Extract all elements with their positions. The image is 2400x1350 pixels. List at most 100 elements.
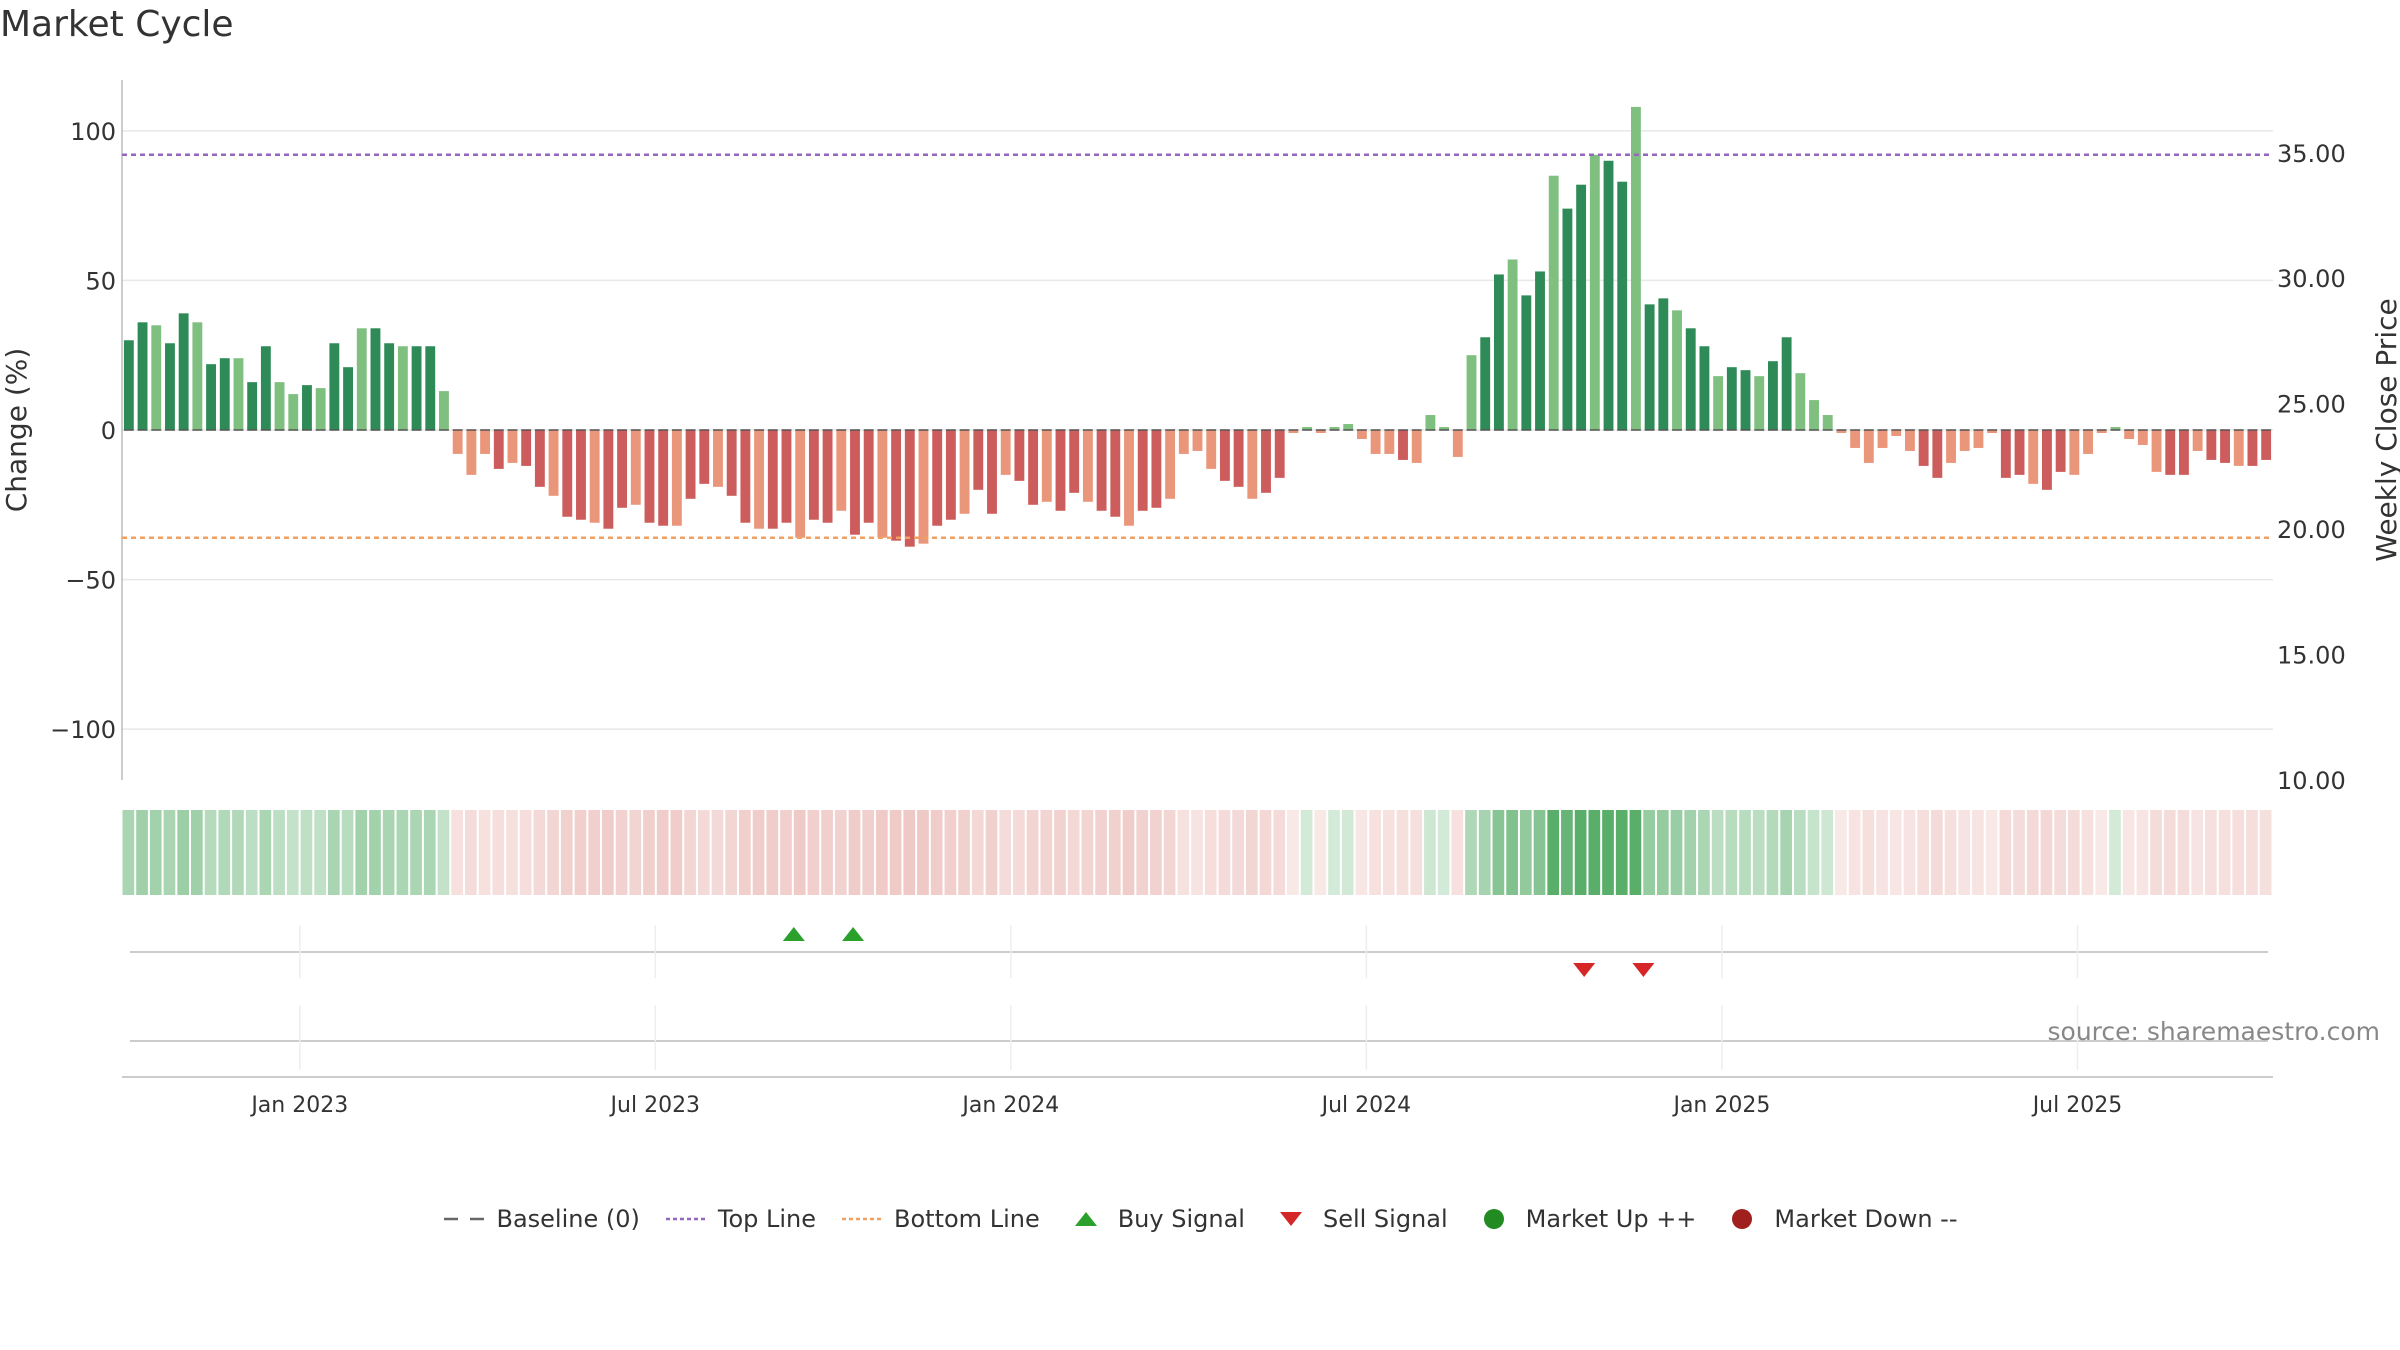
x-tick-label: Jul 2025 bbox=[2031, 1093, 2123, 1118]
bar bbox=[1822, 415, 1833, 430]
bar bbox=[329, 343, 340, 430]
heat-cell bbox=[985, 810, 998, 895]
heat-cell bbox=[670, 810, 683, 895]
heat-cell bbox=[1054, 810, 1066, 895]
legend-symbol bbox=[1279, 1212, 1302, 1226]
bar bbox=[2055, 430, 2066, 472]
heat-cell bbox=[2150, 810, 2162, 895]
source-label: source: sharemaestro.com bbox=[2048, 1017, 2381, 1046]
legend-label: Baseline (0) bbox=[496, 1205, 640, 1233]
bar bbox=[932, 430, 943, 526]
y2-tick-label: 20.00 bbox=[2277, 516, 2346, 544]
legend-circle bbox=[1732, 1209, 1753, 1229]
bar bbox=[562, 430, 573, 517]
heat-cell bbox=[711, 810, 724, 895]
heat-cell bbox=[793, 810, 806, 895]
legend-label: Top Line bbox=[717, 1205, 817, 1233]
bar bbox=[2124, 430, 2135, 439]
bar bbox=[1850, 430, 1861, 448]
heat-cell bbox=[1396, 810, 1409, 895]
heat-cell bbox=[1095, 810, 1107, 895]
heat-cell bbox=[1876, 810, 1888, 895]
bar bbox=[1535, 271, 1545, 430]
bar bbox=[1713, 376, 1724, 430]
bar-series bbox=[123, 106, 2272, 547]
bar bbox=[671, 430, 682, 526]
heat-cell bbox=[122, 810, 135, 895]
y2-axis-label: Weekly Close Price bbox=[2370, 298, 2400, 561]
heat-cell bbox=[1341, 810, 1354, 895]
heat-cell bbox=[1519, 810, 1532, 895]
heat-cell bbox=[999, 810, 1012, 895]
bar bbox=[617, 430, 628, 508]
y-axis: 100 50 0 −50 −100 bbox=[50, 80, 123, 780]
bar bbox=[2000, 430, 2011, 478]
heat-cell bbox=[136, 810, 148, 895]
bar bbox=[247, 382, 258, 430]
heat-cell bbox=[807, 810, 820, 895]
heat-cell bbox=[1245, 810, 1258, 895]
heat-cell bbox=[930, 810, 943, 895]
legend-triangle-up bbox=[1074, 1212, 1097, 1226]
bar bbox=[891, 430, 902, 541]
heat-cell bbox=[1985, 810, 1998, 895]
heat-cell bbox=[437, 810, 450, 895]
heat-cell bbox=[1287, 810, 1299, 895]
legend-triangle-down bbox=[1279, 1212, 1302, 1226]
heat-cell bbox=[1259, 810, 1272, 895]
heat-cell bbox=[1067, 810, 1080, 895]
bar bbox=[1384, 430, 1395, 454]
bar bbox=[288, 394, 299, 430]
bar bbox=[630, 430, 641, 505]
heat-cell bbox=[574, 810, 587, 895]
bar bbox=[1918, 430, 1929, 466]
heat-cell bbox=[382, 810, 395, 895]
heat-cell bbox=[1410, 810, 1423, 895]
bar bbox=[959, 430, 970, 514]
heat-cell bbox=[1026, 810, 1039, 895]
sell-signal-marker bbox=[1632, 963, 1655, 977]
bar bbox=[1987, 430, 1998, 433]
buy-signal-marker bbox=[782, 927, 805, 941]
heat-cell bbox=[1725, 810, 1738, 895]
heat-cell bbox=[1108, 810, 1121, 895]
heat-cell bbox=[1656, 810, 1669, 895]
heat-cell bbox=[1958, 810, 1971, 895]
heat-cell bbox=[602, 810, 614, 895]
heat-cell bbox=[1300, 810, 1313, 895]
heat-cell bbox=[300, 810, 313, 895]
bar bbox=[918, 430, 929, 544]
bar bbox=[2247, 430, 2258, 466]
legend-label: Buy Signal bbox=[1117, 1205, 1245, 1233]
bar bbox=[1082, 430, 1093, 502]
heat-cell bbox=[547, 810, 559, 895]
bar bbox=[1165, 430, 1176, 499]
heat-cell bbox=[2095, 810, 2108, 895]
bar bbox=[1699, 346, 1710, 430]
bar bbox=[439, 391, 449, 430]
bar bbox=[2261, 430, 2272, 460]
bar bbox=[1028, 430, 1039, 505]
legend-symbol bbox=[665, 1217, 706, 1221]
bar bbox=[1781, 337, 1792, 430]
bar bbox=[2096, 430, 2107, 433]
heat-cell bbox=[1752, 810, 1765, 895]
heat-cell bbox=[629, 810, 642, 895]
bar bbox=[1740, 370, 1751, 430]
bar bbox=[1672, 310, 1682, 430]
heat-cell bbox=[2232, 810, 2245, 895]
legend-circle bbox=[1483, 1209, 1504, 1229]
heat-cell bbox=[834, 810, 847, 895]
bar bbox=[507, 430, 518, 463]
heat-cell bbox=[1684, 810, 1697, 895]
legend-symbol bbox=[1732, 1209, 1753, 1229]
heat-cell bbox=[1355, 810, 1368, 895]
heat-cell bbox=[2191, 810, 2203, 895]
legend-label: Market Down -- bbox=[1774, 1205, 1958, 1233]
heat-cell bbox=[656, 810, 669, 895]
heat-cell bbox=[2122, 810, 2135, 895]
y-tick-label: −100 bbox=[50, 716, 116, 744]
bar bbox=[1247, 430, 1258, 499]
signal-panel bbox=[130, 925, 2268, 1070]
bar bbox=[1041, 430, 1052, 502]
